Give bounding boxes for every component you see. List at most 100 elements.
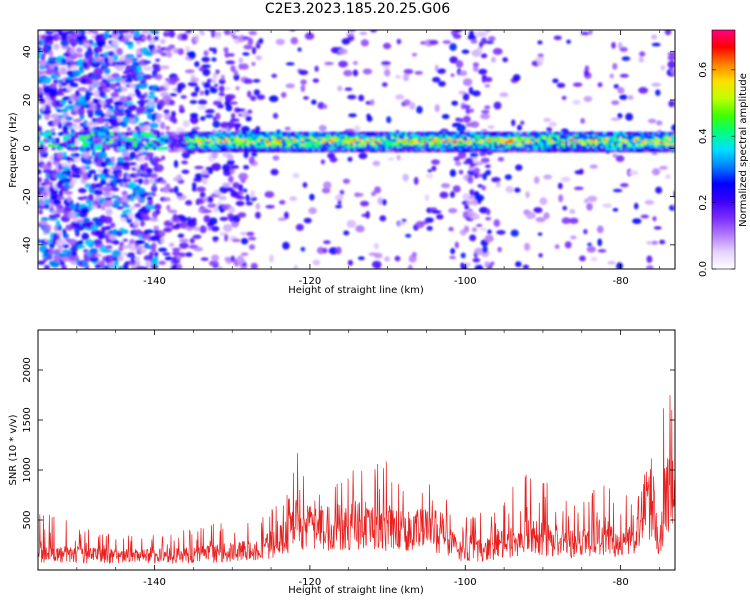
spectrogram-cell: [538, 253, 543, 258]
spectrogram-cell: [245, 194, 250, 202]
spectrogram-cell: [136, 137, 142, 142]
spectrogram-cell: [304, 32, 315, 40]
spectrogram-cell: [197, 105, 207, 110]
spectrogram-cell: [97, 151, 108, 160]
spectrogram-cell: [379, 215, 387, 222]
spectrogram-cell: [94, 132, 99, 136]
spectrogram-cell: [487, 125, 495, 129]
spectrogram-cell: [154, 203, 162, 211]
spectrogram-frame: [37, 29, 676, 270]
spectrogram-cell: [94, 140, 99, 145]
spectrogram-cell: [344, 87, 353, 91]
spectrogram-cell: [53, 79, 59, 84]
spectrogram-cell: [135, 40, 141, 45]
spectrogram-cell: [597, 238, 603, 247]
spectrogram-cell: [121, 75, 128, 79]
spectrogram-cell: [212, 207, 219, 213]
spectrogram-cell: [201, 56, 210, 63]
spectrogram-cell: [53, 65, 59, 72]
spectrogram-cell: [163, 109, 170, 114]
spectrogram-cell: [43, 146, 48, 151]
spectrogram-cell: [165, 77, 170, 82]
spectrogram-cell: [90, 140, 95, 145]
spectrogram-cell: [115, 100, 124, 107]
spectrogram-cell: [86, 140, 91, 145]
spectrogram-cell: [226, 159, 235, 165]
spectrogram-cell: [44, 165, 53, 170]
spectrogram-cell: [269, 254, 274, 263]
spectrogram-cell: [75, 212, 80, 218]
spectrogram-y-tick-label: -20: [22, 188, 33, 204]
spectrogram-cell: [457, 151, 467, 159]
spectrogram-cell: [206, 30, 209, 31]
spectrogram-cell: [462, 93, 470, 101]
spectrogram-cell: [236, 108, 246, 112]
snr-panel: -140 -120 -100 -80 500 1000 1500 2000 Height of…: [8, 329, 676, 596]
spectrogram-cell: [218, 92, 226, 97]
spectrogram-cell: [192, 234, 202, 239]
spectrogram-cell: [57, 122, 63, 129]
spectrogram-cell: [124, 54, 135, 58]
spectrogram-cell: [434, 104, 440, 113]
spectrogram-cell: [371, 191, 376, 197]
spectrogram-cell: [456, 124, 466, 133]
spectrogram-cell: [264, 191, 275, 198]
spectrogram-cell: [43, 134, 48, 139]
spectrogram-cell: [293, 264, 298, 269]
spectrogram-cell: [615, 155, 625, 162]
spectrogram-cell: [85, 77, 94, 85]
spectrogram-cell: [586, 246, 596, 253]
snr-series-line: [38, 395, 675, 564]
spectrogram-cell: [497, 246, 502, 253]
spectrogram-cell: [561, 95, 567, 100]
spectrogram-cell: [121, 123, 128, 128]
spectrogram-cell: [104, 98, 114, 105]
spectrogram-cell: [572, 99, 581, 105]
spectrogram-cell: [144, 242, 149, 249]
spectrogram-cell: [230, 255, 236, 263]
spectrogram-cell: [481, 74, 487, 79]
spectrogram-cell: [388, 157, 394, 161]
spectrogram-cell: [115, 81, 121, 87]
spectrogram-cell: [148, 251, 154, 259]
spectrogram-cell: [211, 150, 218, 159]
spectrogram-cell: [425, 173, 434, 179]
spectrogram-cell: [66, 140, 72, 145]
spectrogram-cell: [342, 178, 351, 184]
spectrogram-cell: [651, 34, 658, 40]
spectrogram-cell: [95, 102, 102, 110]
spectrogram-cell: [158, 99, 166, 107]
spectrogram-cell: [194, 61, 200, 68]
spectrogram-cell: [62, 151, 67, 158]
spectrogram-cell: [204, 89, 210, 96]
spectrogram-cell: [43, 177, 50, 186]
spectrogram-cell: [134, 126, 141, 131]
spectrogram-cell: [469, 234, 477, 242]
spectrogram-cell: [298, 69, 309, 76]
spectrogram-cell: [145, 229, 154, 234]
spectrogram-cell: [134, 256, 141, 263]
spectrogram-cell: [348, 30, 356, 32]
spectrogram-cell: [62, 112, 70, 118]
spectrogram-cell: [78, 65, 85, 72]
spectrogram-cell: [670, 68, 675, 75]
spectrogram-x-tick-label: -100: [454, 276, 477, 287]
spectrogram-cell: [162, 252, 171, 256]
spectrogram-cell: [71, 250, 78, 257]
spectrogram-cell: [113, 259, 119, 266]
spectrogram-cell: [102, 88, 111, 93]
spectrogram-cell: [88, 169, 97, 174]
spectrogram-cell: [204, 109, 215, 114]
spectrogram-cell: [154, 251, 159, 258]
spectrogram-cell: [309, 193, 315, 201]
spectrogram-cell: [105, 134, 111, 139]
spectrogram-cell: [339, 189, 345, 196]
spectrogram-cell: [381, 82, 388, 87]
spectrogram-cell: [76, 47, 83, 54]
spectrogram-cell: [180, 95, 187, 99]
colorbar-ticks: 0.0 0.2 0.4 0.6: [698, 62, 735, 277]
spectrogram-cell: [537, 40, 543, 45]
spectrogram-cell: [452, 185, 461, 193]
spectrogram-cell: [181, 150, 191, 159]
spectrogram-cell: [61, 162, 68, 167]
